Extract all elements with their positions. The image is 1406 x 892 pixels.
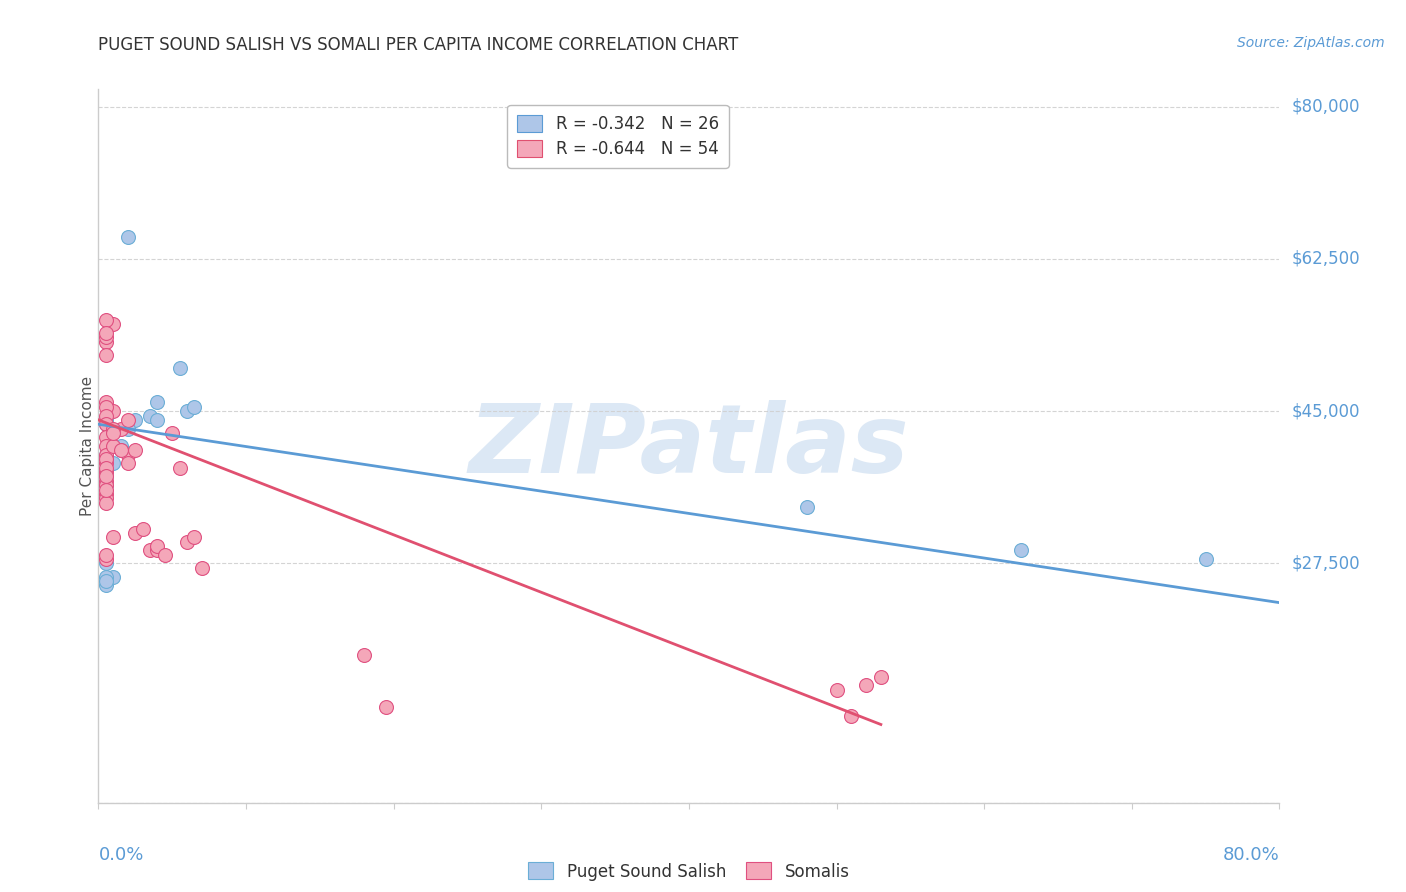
Point (146, 539, 169, 553)
Point (103, 439, 125, 453)
Text: $27,500: $27,500 (1291, 555, 1360, 573)
Point (855, 678, 877, 692)
Point (169, 360, 191, 375)
Point (94, 557, 117, 571)
Point (124, 443, 146, 458)
Point (375, 700, 398, 714)
Point (94, 334, 117, 349)
Point (103, 530, 125, 544)
Point (176, 404, 198, 418)
Point (110, 443, 132, 458)
Point (94, 552, 117, 566)
Point (94, 417, 117, 432)
Point (94, 448, 117, 462)
Point (146, 413, 169, 427)
Legend: Puget Sound Salish, Somalis: Puget Sound Salish, Somalis (522, 855, 856, 888)
Point (117, 230, 139, 244)
Text: $62,500: $62,500 (1291, 250, 1360, 268)
Point (103, 457, 125, 471)
Point (353, 648, 375, 662)
Point (94, 448, 117, 462)
Point (94, 578, 117, 592)
Point (94, 430, 117, 444)
Point (110, 443, 132, 458)
Point (110, 439, 132, 453)
Point (94, 483, 117, 497)
Point (94, 465, 117, 479)
Point (117, 457, 139, 471)
Point (153, 548, 176, 562)
Point (139, 409, 162, 423)
Point (124, 413, 146, 427)
Point (94, 465, 117, 479)
Point (94, 469, 117, 483)
Point (94, 491, 117, 506)
Point (146, 543, 169, 558)
Point (94, 478, 117, 492)
Point (117, 413, 139, 427)
Point (825, 682, 848, 697)
Point (94, 413, 117, 427)
Point (94, 395, 117, 409)
Point (103, 317, 125, 331)
Point (117, 421, 139, 435)
Text: $80,000: $80,000 (1291, 97, 1360, 116)
Y-axis label: Per Capita Income: Per Capita Income (80, 376, 94, 516)
Point (94, 460, 117, 475)
Point (94, 574, 117, 588)
Point (183, 530, 205, 544)
Point (103, 425, 125, 440)
Point (94, 400, 117, 414)
Point (94, 452, 117, 467)
Point (162, 425, 183, 440)
Point (183, 400, 205, 414)
Point (94, 474, 117, 488)
Text: $45,000: $45,000 (1291, 402, 1360, 420)
Point (94, 495, 117, 509)
Point (146, 395, 169, 409)
Point (117, 448, 139, 462)
Point (94, 330, 117, 344)
Point (869, 670, 891, 684)
Point (796, 500, 818, 514)
Text: 0.0%: 0.0% (98, 846, 143, 863)
Point (94, 469, 117, 483)
Text: ZIPatlas: ZIPatlas (468, 400, 910, 492)
Point (94, 348, 117, 362)
Text: PUGET SOUND SALISH VS SOMALI PER CAPITA INCOME CORRELATION CHART: PUGET SOUND SALISH VS SOMALI PER CAPITA … (98, 36, 738, 54)
Point (94, 457, 117, 471)
Point (103, 404, 125, 418)
Point (110, 421, 132, 435)
Point (94, 439, 117, 453)
Point (94, 487, 117, 501)
Point (103, 421, 125, 435)
Point (191, 561, 214, 575)
Point (103, 569, 125, 583)
Point (94, 326, 117, 340)
Point (94, 548, 117, 562)
Point (94, 417, 117, 432)
Point (94, 569, 117, 583)
Point (839, 708, 862, 723)
Point (1195, 552, 1218, 566)
Point (124, 526, 146, 541)
Point (176, 534, 198, 549)
Point (132, 522, 155, 536)
Point (94, 409, 117, 423)
Text: 80.0%: 80.0% (1223, 846, 1279, 863)
Point (169, 460, 191, 475)
Text: Source: ZipAtlas.com: Source: ZipAtlas.com (1237, 36, 1385, 50)
Point (94, 478, 117, 492)
Point (1010, 543, 1032, 558)
Point (139, 543, 162, 558)
Point (94, 313, 117, 327)
